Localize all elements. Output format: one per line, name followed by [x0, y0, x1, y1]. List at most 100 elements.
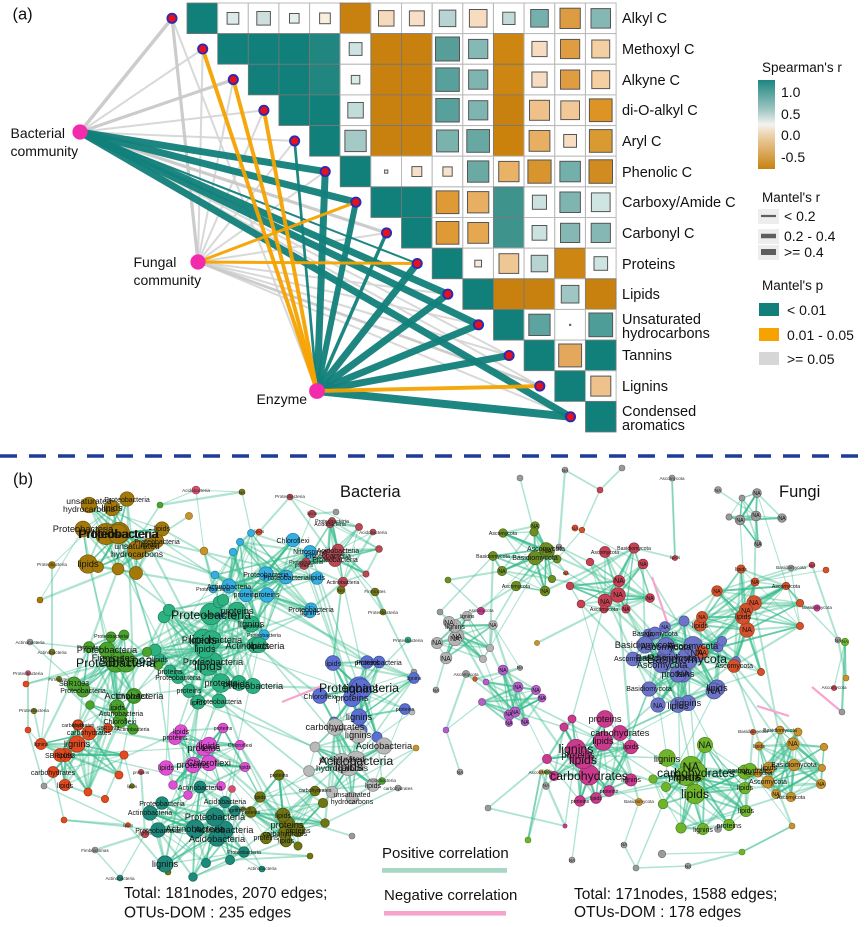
svg-text:Actinobacteria: Actinobacteria — [105, 691, 165, 701]
svg-text:Positive correlation: Positive correlation — [382, 845, 509, 862]
svg-text:proteins: proteins — [286, 828, 311, 835]
svg-text:proteins: proteins — [133, 770, 150, 775]
svg-text:Basidiomycota: Basidiomycota — [647, 652, 727, 666]
svg-text:Fungal: Fungal — [134, 254, 177, 270]
svg-text:Actinobacteria: Actinobacteria — [195, 825, 255, 835]
svg-text:carbohydrates: carbohydrates — [263, 831, 308, 838]
svg-text:Ascomycota: Ascomycota — [489, 531, 517, 537]
svg-text:NA: NA — [538, 696, 546, 702]
svg-text:lignins: lignins — [344, 682, 379, 696]
svg-text:Proteobacteria: Proteobacteria — [37, 562, 67, 567]
svg-text:Acidobacteria: Acidobacteria — [204, 799, 247, 806]
svg-text:Proteobacteria: Proteobacteria — [79, 527, 159, 541]
svg-text:Proteobacteria: Proteobacteria — [182, 635, 243, 645]
svg-text:proteins: proteins — [717, 823, 742, 830]
svg-text:lipids: lipids — [670, 555, 681, 560]
svg-text:proteins: proteins — [242, 810, 261, 816]
svg-text:aromatics: aromatics — [622, 418, 685, 434]
svg-text:Chloroflexi: Chloroflexi — [228, 743, 253, 749]
svg-text:Ascomycota: Ascomycota — [502, 584, 530, 590]
svg-text:hydrocarbons: hydrocarbons — [622, 326, 710, 342]
svg-text:Proteobacteria: Proteobacteria — [185, 812, 246, 822]
svg-text:lipids: lipids — [590, 796, 602, 802]
svg-text:lipids: lipids — [278, 838, 294, 845]
svg-text:lipids: lipids — [623, 744, 639, 751]
svg-text:NA: NA — [569, 858, 576, 863]
svg-text:NA: NA — [511, 710, 519, 716]
svg-text:NA: NA — [698, 615, 706, 621]
svg-text:lignins: lignins — [34, 742, 49, 748]
svg-text:Acidobacteria: Acidobacteria — [368, 778, 396, 783]
svg-text:lipids: lipids — [735, 567, 747, 573]
svg-text:Firmicutes: Firmicutes — [92, 653, 135, 663]
svg-text:Ascomycota: Ascomycota — [590, 607, 618, 613]
svg-text:Proteobacteria: Proteobacteria — [76, 656, 156, 670]
svg-text:Basidiomycota: Basidiomycota — [776, 565, 806, 570]
svg-text:lipids: lipids — [194, 644, 216, 654]
svg-text:lipids: lipids — [239, 765, 251, 771]
svg-text:Proteobacteria: Proteobacteria — [289, 560, 323, 566]
svg-text:Basidiomycota: Basidiomycota — [624, 799, 654, 804]
svg-text:Actinobacteria: Actinobacteria — [247, 866, 277, 871]
svg-text:lipids: lipids — [738, 808, 754, 815]
svg-text:proteins: proteins — [187, 743, 220, 753]
svg-text:lignins: lignins — [460, 614, 475, 620]
svg-text:lipids: lipids — [735, 614, 751, 621]
svg-text:hydrocarbons: hydrocarbons — [63, 504, 115, 514]
svg-text:Basidiomycota: Basidiomycota — [763, 728, 797, 734]
svg-text:proteins: proteins — [244, 624, 263, 630]
svg-text:NA: NA — [563, 571, 570, 576]
svg-text:Acidobacteria: Acidobacteria — [182, 488, 210, 493]
svg-text:Ascomycota: Ascomycota — [591, 550, 619, 556]
svg-text:Phenolic C: Phenolic C — [622, 165, 692, 181]
svg-text:lipids: lipids — [254, 795, 266, 801]
svg-text:Proteobacteria: Proteobacteria — [134, 539, 180, 546]
svg-text:NA: NA — [639, 562, 647, 568]
svg-text:(a): (a) — [13, 6, 33, 24]
svg-text:Alkyl C: Alkyl C — [622, 11, 667, 27]
svg-text:Chloroflexi: Chloroflexi — [303, 694, 337, 701]
svg-text:NA: NA — [543, 783, 550, 788]
svg-text:NA: NA — [685, 864, 692, 869]
svg-text:Aryl C: Aryl C — [622, 134, 661, 150]
svg-text:NA: NA — [817, 782, 825, 788]
svg-text:NA: NA — [708, 686, 722, 696]
svg-text:NA: NA — [457, 770, 464, 775]
svg-text:Proteobacteria: Proteobacteria — [94, 634, 128, 640]
svg-text:NA: NA — [772, 792, 780, 798]
svg-text:0.0: 0.0 — [781, 127, 801, 143]
svg-text:Ascomycota: Ascomycota — [614, 656, 652, 663]
svg-text:NA: NA — [751, 580, 759, 586]
svg-text:NA: NA — [753, 491, 761, 497]
svg-text:0.01 - 0.05: 0.01 - 0.05 — [787, 327, 854, 343]
svg-text:lignins: lignins — [152, 859, 179, 869]
svg-text:Proteobacteria: Proteobacteria — [368, 610, 398, 615]
svg-text:carbohydrates: carbohydrates — [728, 768, 773, 775]
svg-text:NA: NA — [562, 468, 569, 473]
svg-text:Acidobacteria: Acidobacteria — [356, 741, 413, 751]
svg-text:unsaturated: unsaturated — [334, 792, 371, 799]
svg-text:lignins: lignins — [238, 619, 265, 629]
svg-text:Ascomycota: Ascomycota — [772, 584, 800, 590]
svg-text:NA: NA — [646, 596, 654, 602]
svg-text:NA: NA — [835, 638, 842, 643]
svg-text:carbohydrates: carbohydrates — [299, 788, 332, 794]
svg-text:Ascomycota: Ascomycota — [668, 641, 719, 651]
svg-text:Actinobacteria: Actinobacteria — [207, 584, 251, 591]
svg-text:proteins: proteins — [255, 592, 280, 599]
svg-text:hydrocarbons: hydrocarbons — [331, 799, 374, 806]
svg-text:Actinobacteria: Actinobacteria — [117, 727, 150, 733]
svg-text:proteins: proteins — [668, 772, 701, 782]
svg-text:NA: NA — [715, 488, 722, 493]
svg-text:lipids: lipids — [248, 641, 270, 651]
svg-text:lignins: lignins — [228, 808, 243, 814]
svg-text:< 0.01: < 0.01 — [787, 302, 827, 318]
svg-text:proteins: proteins — [396, 707, 415, 713]
svg-text:Acidobacteria: Acidobacteria — [317, 548, 360, 555]
svg-text:NA: NA — [531, 524, 539, 530]
svg-text:NA: NA — [338, 588, 345, 593]
svg-text:lignins: lignins — [407, 676, 422, 682]
svg-text:lipids: lipids — [692, 623, 708, 630]
svg-text:Unsaturated: Unsaturated — [622, 312, 701, 328]
svg-text:Proteobacteria: Proteobacteria — [196, 699, 242, 706]
